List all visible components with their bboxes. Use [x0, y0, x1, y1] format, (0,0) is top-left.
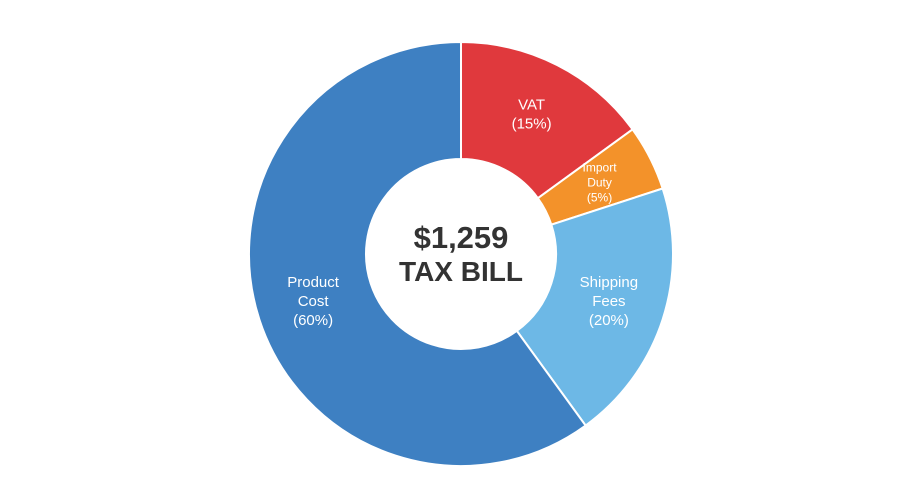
slice-label: Import Duty (5%)	[560, 161, 640, 206]
donut-slice	[515, 187, 674, 427]
donut-slice	[460, 40, 634, 200]
donut-slice	[248, 40, 588, 467]
slice-label: Product Cost (60%)	[273, 274, 353, 330]
slice-label: VAT (15%)	[492, 97, 572, 135]
center-text: $1,259 TAX BILL	[399, 220, 523, 288]
value-label: (15%)	[511, 115, 552, 133]
value-label: (20%)	[588, 311, 629, 329]
value-label: (60%)	[293, 311, 334, 329]
category-label: VAT	[518, 96, 546, 114]
category-label: Shipping Fees	[579, 273, 639, 310]
center-label: TAX BILL	[399, 255, 523, 287]
value-label: (5%)	[586, 190, 613, 205]
category-label: Import Duty	[582, 160, 617, 190]
slice-label: Shipping Fees (20%)	[569, 274, 649, 330]
center-value: $1,259	[413, 220, 509, 256]
category-label: Product Cost	[287, 273, 339, 310]
